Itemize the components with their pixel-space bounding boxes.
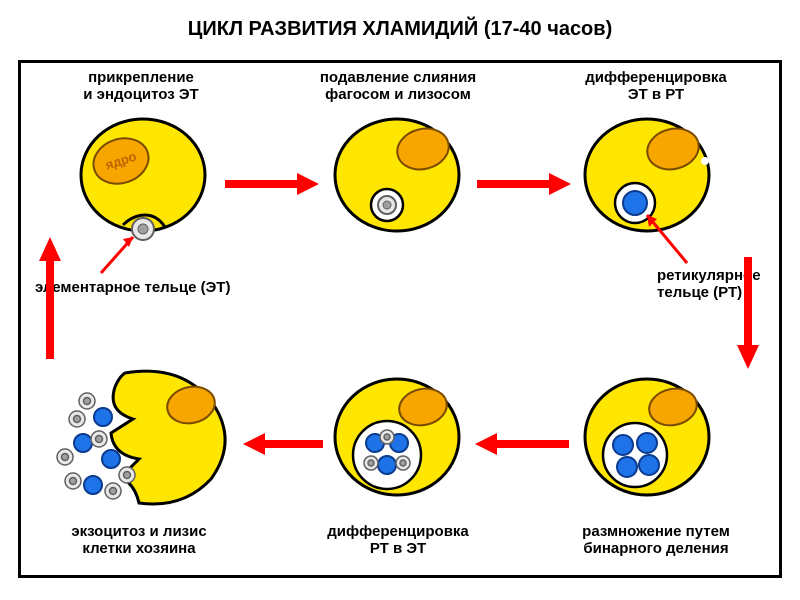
- stage3-label: дифференцировка ЭТ в РТ: [551, 69, 761, 104]
- slide: ЦИКЛ РАЗВИТИЯ ХЛАМИДИЙ (17-40 часов) при…: [0, 0, 800, 600]
- arrow-2-3: [473, 169, 573, 199]
- cell-stage6: [55, 363, 245, 523]
- stage6-label: экзоцитоз и лизис клетки хозяина: [29, 523, 249, 558]
- arrow-4-5: [473, 429, 573, 459]
- stage1-label: прикрепление и эндоцитоз ЭТ: [41, 69, 241, 104]
- stage5-label: дифференцировка РТ в ЭТ: [283, 523, 513, 558]
- cell-stage4: [577, 373, 717, 501]
- arrow-6-1: [35, 233, 65, 363]
- cell-stage5: [327, 373, 467, 501]
- arrow-3-4: [733, 253, 763, 371]
- cycle-diagram: прикрепление и эндоцитоз ЭТ подавление с…: [18, 60, 782, 578]
- cell-stage1: ядро: [73, 113, 213, 241]
- stage2-label: подавление слияния фагосом и лизосом: [283, 69, 513, 104]
- cell-stage3: [577, 113, 717, 241]
- stage4-label: размножение путем бинарного деления: [541, 523, 771, 558]
- cell-stage2: [327, 113, 467, 241]
- arrow-5-6: [241, 429, 327, 459]
- page-title: ЦИКЛ РАЗВИТИЯ ХЛАМИДИЙ (17-40 часов): [0, 0, 800, 49]
- arrow-1-2: [221, 169, 321, 199]
